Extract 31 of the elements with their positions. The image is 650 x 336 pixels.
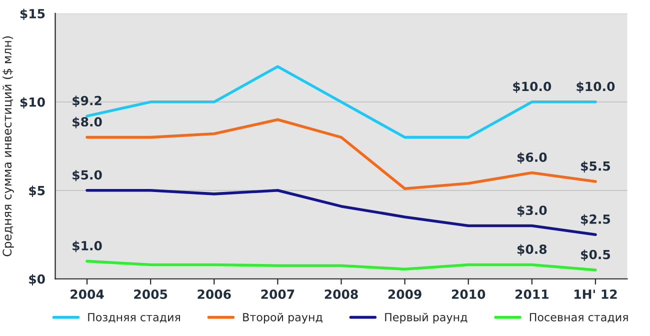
x-tick-label: 2005	[134, 290, 168, 299]
x-tick-label: 2006	[198, 290, 231, 299]
y-axis-title: Средняя сумма инвестиций ($ млн)	[2, 36, 14, 256]
data-label: $3.0	[517, 205, 547, 217]
data-label: $5.0	[72, 170, 102, 182]
x-tick-label: 1H' 12	[574, 290, 617, 299]
data-label: $0.8	[517, 244, 547, 256]
y-tick-label: $0	[29, 274, 45, 286]
x-tick-label: 2011	[516, 290, 548, 299]
y-tick-label: $10	[20, 97, 45, 109]
x-tick-label: 2009	[388, 290, 422, 299]
y-tick-label: $5	[29, 186, 45, 197]
data-label: $0.5	[581, 250, 610, 261]
x-tick-label: 2008	[324, 290, 358, 299]
data-label: $10.0	[513, 81, 552, 93]
data-label: $2.5	[581, 214, 610, 226]
line-series	[86, 260, 597, 272]
legend-label: Второй раунд	[243, 312, 322, 324]
legend-label: Посевная стадия	[530, 313, 628, 323]
data-label: $8.0	[72, 116, 102, 128]
x-tick-label: 2007	[261, 290, 294, 299]
data-label: $5.5	[581, 161, 610, 172]
x-tick-label: 2004	[70, 290, 104, 299]
data-label: $1.0	[72, 240, 102, 252]
y-tick-label: $15	[20, 8, 45, 20]
data-label: $10.0	[576, 81, 615, 93]
x-tick-label: 2010	[452, 290, 486, 299]
legend-label: Первый раунд	[385, 312, 468, 324]
data-label: $6.0	[517, 152, 547, 164]
legend-label: Поздняя стадия	[88, 313, 180, 323]
data-label: $9.2	[72, 96, 102, 107]
